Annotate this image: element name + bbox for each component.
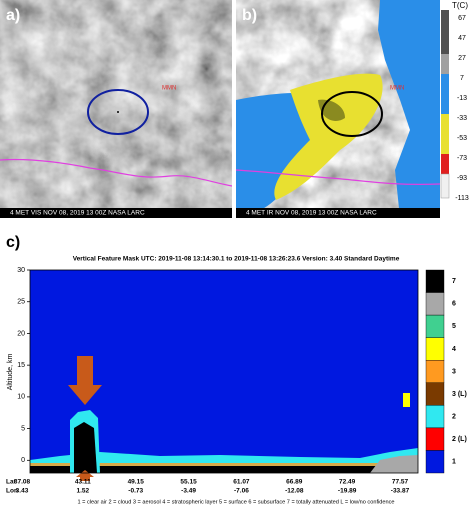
lat-tick-label: 77.57 — [392, 479, 409, 486]
lat-tick-label: 49.15 — [128, 479, 145, 486]
lon-label: Lon — [6, 488, 18, 495]
colorbar-swatch — [425, 314, 445, 338]
vis-image — [0, 0, 232, 218]
colorbar-swatch — [425, 292, 445, 316]
colorbar-swatch — [425, 337, 445, 361]
lon-tick-label: -33.87 — [391, 488, 410, 495]
panel-label: b) — [242, 7, 257, 24]
colorbar-tick-label: 47 — [458, 35, 466, 42]
y-tick-label: 20 — [17, 330, 25, 337]
chart-title: Vertical Feature Mask UTC: 2019-11-08 13… — [73, 256, 400, 263]
colorbar-swatch — [425, 382, 445, 406]
colorbar-tick-label: -73 — [457, 155, 467, 162]
panel-label: c) — [6, 234, 20, 251]
coastline — [0, 158, 232, 187]
legend: 1 = clear air 2 = cloud 3 = aerosol 4 = … — [78, 499, 395, 505]
arrow — [68, 356, 102, 405]
coastline — [236, 169, 440, 185]
y-tick-label: 5 — [21, 425, 25, 432]
y-tick-label: 25 — [17, 299, 25, 306]
y-tick-label: 15 — [17, 362, 25, 369]
surface — [370, 455, 418, 473]
lat-tick-label: 66.89 — [286, 479, 303, 486]
y-tick-label: 0 — [21, 457, 25, 464]
colorbar-label: 4 — [452, 346, 456, 353]
colorbar-swatch — [425, 269, 445, 293]
caption-bar — [236, 208, 440, 218]
lat-tick-label: 61.07 — [233, 479, 250, 486]
lon-tick-label: -7.06 — [234, 488, 249, 495]
colorbar-tick-label: -113 — [455, 195, 469, 202]
target-point — [117, 111, 119, 113]
panel-label: a) — [6, 7, 20, 24]
colorbar-swatch — [425, 427, 445, 451]
lon-tick-label: 3.43 — [16, 488, 29, 495]
panel-a — [0, 0, 232, 218]
colorbar-label: 2 — [452, 413, 456, 420]
ir-very-cold-cloud — [274, 73, 383, 200]
cb-seg — [440, 173, 450, 199]
colorbar-label: 5 — [452, 323, 456, 330]
y-tick-label: 10 — [17, 394, 25, 401]
colorbar-tick-label: -93 — [457, 175, 467, 182]
ir-colorbar — [440, 10, 450, 199]
lat-tick-label: 37.08 — [14, 479, 31, 486]
marker: MMN — [162, 86, 176, 92]
caption: 4 MET IR NOV 08, 2019 13 00Z NASA LARC — [246, 210, 377, 217]
colorbar-tick-label: -33 — [457, 115, 467, 122]
ir-cold-cloud — [236, 92, 323, 218]
y-axis-label: Altitude, km — [7, 354, 14, 391]
arrow-small — [76, 470, 94, 481]
colorbar-label: 1 — [452, 459, 456, 466]
cb-seg — [441, 54, 449, 74]
lon-tick-label: -12.08 — [285, 488, 304, 495]
lon-tick-label: -3.49 — [181, 488, 196, 495]
colorbar-label: 7 — [452, 278, 456, 285]
colorbar-swatch — [425, 405, 445, 429]
target-circle — [321, 91, 383, 137]
cb-seg — [441, 154, 449, 174]
colorbar-title: T(C) — [452, 1, 468, 10]
lat-label: Lat — [6, 479, 17, 486]
attenuated — [30, 466, 418, 473]
lat-tick-label: 43.11 — [75, 479, 91, 486]
colorbar-label: 6 — [452, 301, 456, 308]
marker: MMN — [390, 86, 404, 92]
colorbar-label: 3 — [452, 368, 456, 375]
colorbar-label: 2 (L) — [452, 436, 467, 443]
colorbar-label: 3 (L) — [452, 391, 467, 398]
y-tick-label: 30 — [17, 267, 25, 274]
lon-tick-label: -19.89 — [338, 488, 357, 495]
colorbar-swatch — [425, 450, 445, 474]
colorbar-tick-label: -13 — [457, 95, 467, 102]
colorbar-tick-label: 27 — [458, 55, 466, 62]
vfm-plot — [30, 270, 418, 481]
strat-layer — [403, 393, 410, 407]
lat-tick-label: 72.49 — [339, 479, 356, 486]
caption: 4 MET VIS NOV 08, 2019 13 00Z NASA LARC — [10, 210, 145, 217]
cb-seg — [441, 74, 449, 114]
colorbar-tick-label: 67 — [458, 15, 466, 22]
ir-cold-cloud — [378, 0, 440, 218]
deep-cloud-core — [74, 422, 97, 473]
cb-seg — [441, 114, 449, 154]
colorbar-swatch — [425, 360, 445, 383]
lat-tick-label: 55.15 — [180, 479, 197, 486]
target-circle — [87, 89, 149, 135]
panel-b — [236, 0, 440, 218]
lon-tick-label: 1.52 — [77, 488, 90, 495]
colorbar-tick-label: -53 — [457, 135, 467, 142]
cb-seg — [441, 10, 449, 54]
plot-frame — [29, 269, 419, 474]
lon-tick-label: -0.73 — [128, 488, 143, 495]
colorbar-tick-label: 7 — [460, 75, 464, 82]
caption-bar — [0, 208, 232, 218]
